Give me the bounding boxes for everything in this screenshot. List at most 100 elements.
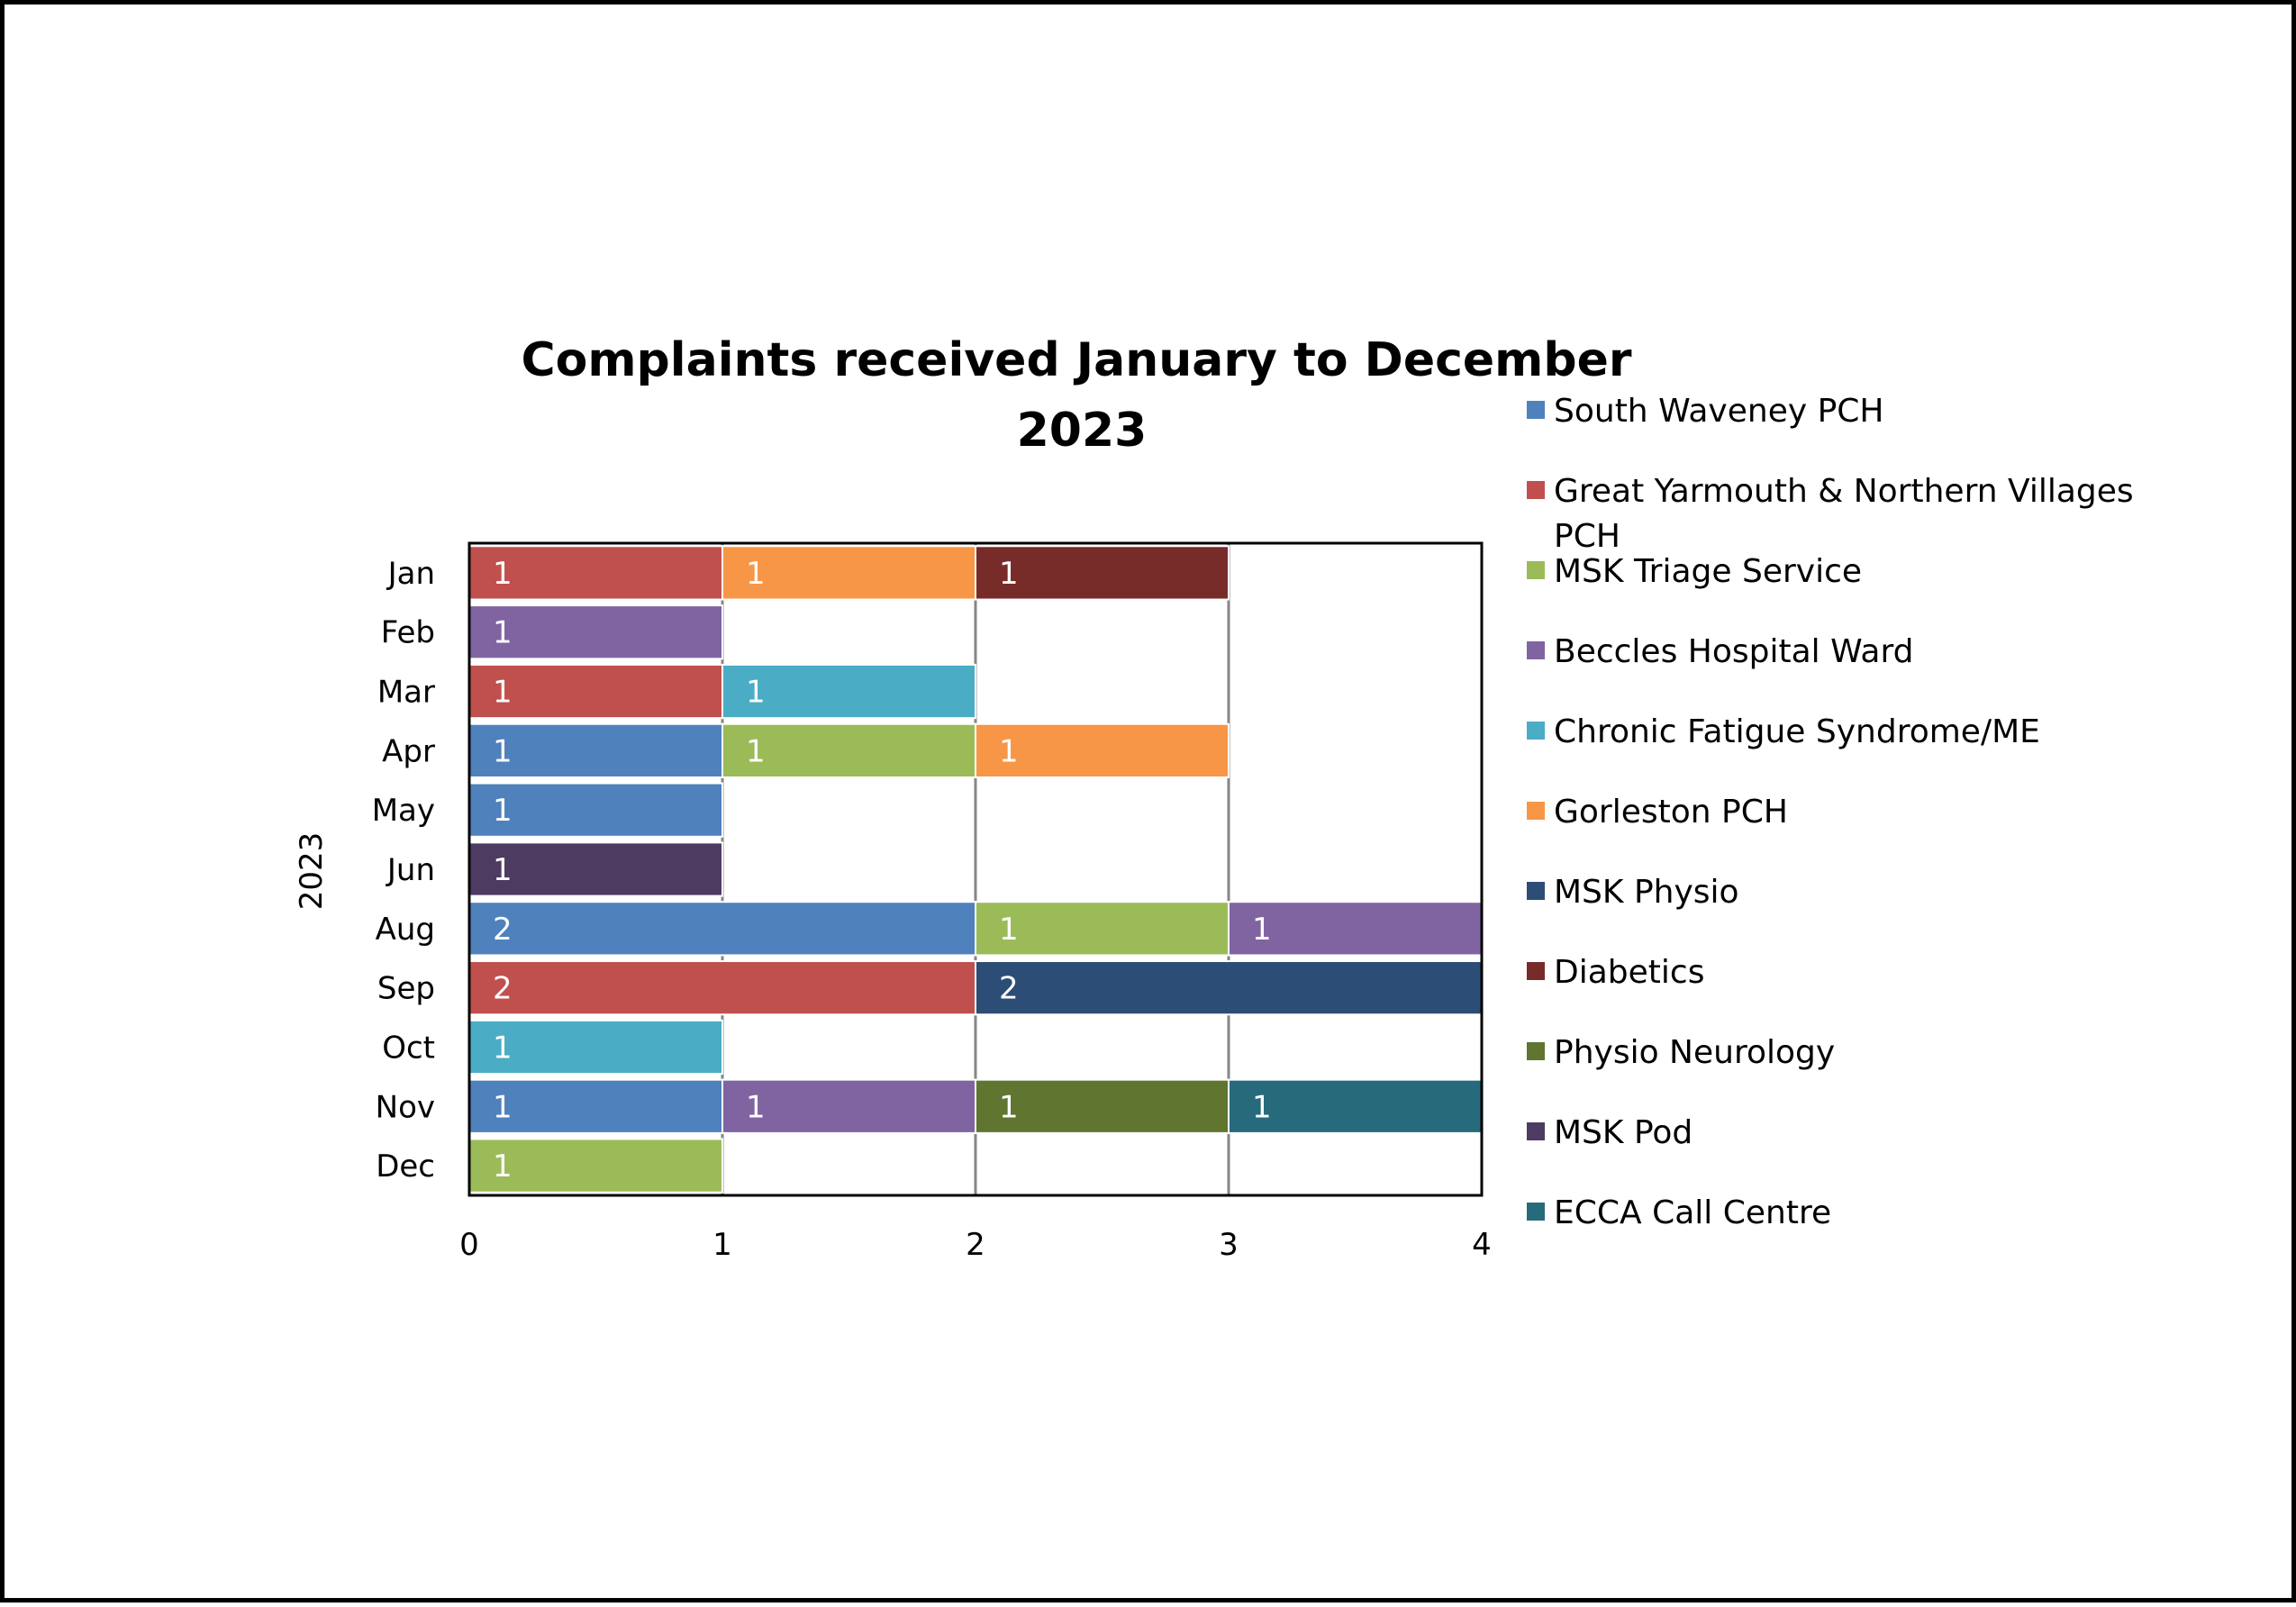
bar-mar-series-4 bbox=[721, 663, 976, 720]
bar-value-label-oct-series-4: 1 bbox=[493, 1030, 513, 1066]
bar-apr-series-5 bbox=[975, 722, 1230, 778]
bar-value-label-sep-series-6: 2 bbox=[999, 971, 1019, 1007]
legend: South Waveney PCH Great Yarmouth & Northe… bbox=[1527, 393, 2134, 1231]
legend-label-8: Physio Neurology bbox=[1554, 1034, 1835, 1071]
bar-value-label-may-series-0: 1 bbox=[493, 793, 513, 829]
legend-label-9: MSK Pod bbox=[1554, 1114, 1693, 1151]
y-tick-label-feb: Feb bbox=[381, 615, 435, 651]
chart-title-line-2: 2023 bbox=[1017, 404, 1148, 458]
bar-labels: 1 1 1 1 1 1 1 1 1 1 1 2 1 1 2 2 1 1 1 1 1 1 bbox=[493, 556, 1272, 1185]
bar-nov-series-0 bbox=[468, 1078, 723, 1134]
legend-item-0: South Waveney PCH bbox=[1527, 393, 1884, 430]
legend-label-0: South Waveney PCH bbox=[1554, 393, 1884, 430]
legend-item-4: Chronic Fatigue Syndrome/ME bbox=[1527, 713, 2040, 750]
bar-jan-series-1 bbox=[468, 545, 723, 601]
y-tick-label-sep: Sep bbox=[377, 971, 435, 1007]
x-axis-ticks: 0 1 2 3 4 bbox=[459, 1227, 1492, 1263]
bar-sep-series-1 bbox=[468, 960, 976, 1016]
y-axis-label: 2023 bbox=[294, 832, 330, 911]
legend-swatch-4 bbox=[1527, 722, 1545, 740]
bar-oct-series-4 bbox=[468, 1019, 723, 1076]
bar-value-label-jan-series-7: 1 bbox=[999, 556, 1019, 592]
x-tick-label-2: 2 bbox=[966, 1227, 985, 1263]
y-tick-label-oct: Oct bbox=[382, 1030, 435, 1066]
y-tick-label-nov: Nov bbox=[376, 1089, 435, 1125]
bar-sep-series-6 bbox=[975, 960, 1483, 1016]
bar-jan-series-5 bbox=[721, 545, 976, 601]
bar-value-label-jan-series-1: 1 bbox=[493, 556, 513, 592]
y-tick-label-dec: Dec bbox=[376, 1149, 435, 1185]
bar-value-label-nov-series-0: 1 bbox=[493, 1089, 513, 1125]
chart-title-line-1: Complaints received January to December bbox=[521, 333, 1631, 387]
legend-item-10: ECCA Call Centre bbox=[1527, 1194, 1831, 1231]
plot-area-border bbox=[467, 541, 1484, 1197]
x-tick-label-1: 1 bbox=[712, 1227, 732, 1263]
y-tick-label-apr: Apr bbox=[382, 733, 435, 769]
bar-value-label-apr-series-2: 1 bbox=[746, 733, 766, 769]
bar-aug-series-0 bbox=[468, 901, 976, 957]
bar-value-label-nov-series-8: 1 bbox=[999, 1089, 1019, 1125]
legend-swatch-9 bbox=[1527, 1122, 1545, 1140]
y-tick-label-mar: Mar bbox=[377, 675, 435, 711]
bar-nov-series-3 bbox=[721, 1078, 976, 1134]
bar-value-label-jan-series-5: 1 bbox=[746, 556, 766, 592]
bar-value-label-nov-series-10: 1 bbox=[1252, 1089, 1272, 1125]
y-tick-label-jan: Jan bbox=[386, 556, 435, 592]
legend-swatch-7 bbox=[1527, 962, 1545, 980]
legend-swatch-3 bbox=[1527, 641, 1545, 659]
bar-value-label-dec-series-2: 1 bbox=[493, 1149, 513, 1185]
bar-nov-series-10 bbox=[1228, 1078, 1483, 1134]
legend-label-6: MSK Physio bbox=[1554, 874, 1739, 911]
legend-label-4: Chronic Fatigue Syndrome/ME bbox=[1554, 713, 2040, 750]
legend-label-3: Beccles Hospital Ward bbox=[1554, 633, 1913, 670]
legend-swatch-1 bbox=[1527, 481, 1545, 499]
legend-swatch-6 bbox=[1527, 882, 1545, 900]
bar-mar-series-1 bbox=[468, 663, 723, 720]
legend-item-6: MSK Physio bbox=[1527, 874, 1739, 911]
bar-value-label-aug-series-3: 1 bbox=[1252, 912, 1272, 948]
bar-value-label-aug-series-2: 1 bbox=[999, 912, 1019, 948]
bar-jan-series-7 bbox=[975, 545, 1230, 601]
legend-swatch-0 bbox=[1527, 401, 1545, 419]
legend-item-5: Gorleston PCH bbox=[1527, 794, 1788, 831]
legend-item-8: Physio Neurology bbox=[1527, 1034, 1835, 1071]
legend-label-2: MSK Triage Service bbox=[1554, 553, 1862, 590]
legend-item-9: MSK Pod bbox=[1527, 1114, 1693, 1151]
legend-label-1-cont: PCH bbox=[1554, 518, 1620, 555]
bar-value-label-aug-series-0: 2 bbox=[493, 912, 513, 948]
x-tick-label-0: 0 bbox=[459, 1227, 479, 1263]
legend-label-7: Diabetics bbox=[1554, 954, 1704, 991]
bar-feb-series-3 bbox=[468, 604, 723, 660]
legend-item-7: Diabetics bbox=[1527, 954, 1704, 991]
legend-item-3: Beccles Hospital Ward bbox=[1527, 633, 1913, 670]
x-tick-label-3: 3 bbox=[1219, 1227, 1239, 1263]
x-tick-label-4: 4 bbox=[1472, 1227, 1492, 1263]
bar-value-label-jun-series-9: 1 bbox=[493, 852, 513, 888]
bar-apr-series-2 bbox=[721, 722, 976, 778]
bar-value-label-mar-series-4: 1 bbox=[746, 675, 766, 711]
legend-swatch-10 bbox=[1527, 1203, 1545, 1221]
bar-aug-series-2 bbox=[975, 901, 1230, 957]
y-tick-label-jun: Jun bbox=[386, 852, 435, 888]
bar-value-label-apr-series-5: 1 bbox=[999, 733, 1019, 769]
bars bbox=[468, 545, 1483, 1194]
bar-dec-series-2 bbox=[468, 1138, 723, 1194]
legend-label-1: Great Yarmouth & Northern Villages bbox=[1554, 473, 2134, 510]
chart: Complaints received January to December … bbox=[294, 333, 2134, 1263]
legend-swatch-5 bbox=[1527, 802, 1545, 820]
legend-item-2: MSK Triage Service bbox=[1527, 553, 1862, 590]
bar-value-label-feb-series-3: 1 bbox=[493, 615, 513, 651]
bar-value-label-nov-series-3: 1 bbox=[746, 1089, 766, 1125]
bar-value-label-sep-series-1: 2 bbox=[493, 971, 513, 1007]
y-axis-ticks: Jan Feb Mar Apr May Jun Aug Sep Oct Nov Dec bbox=[372, 556, 435, 1185]
legend-label-10: ECCA Call Centre bbox=[1554, 1194, 1831, 1231]
legend-swatch-8 bbox=[1527, 1042, 1545, 1060]
y-tick-label-may: May bbox=[372, 793, 435, 829]
bar-value-label-mar-series-1: 1 bbox=[493, 675, 513, 711]
legend-swatch-2 bbox=[1527, 561, 1545, 579]
bar-value-label-apr-series-0: 1 bbox=[493, 733, 513, 769]
legend-label-5: Gorleston PCH bbox=[1554, 794, 1788, 831]
legend-item-1: Great Yarmouth & Northern Villages PCH bbox=[1527, 473, 2134, 555]
y-tick-label-aug: Aug bbox=[376, 912, 435, 948]
